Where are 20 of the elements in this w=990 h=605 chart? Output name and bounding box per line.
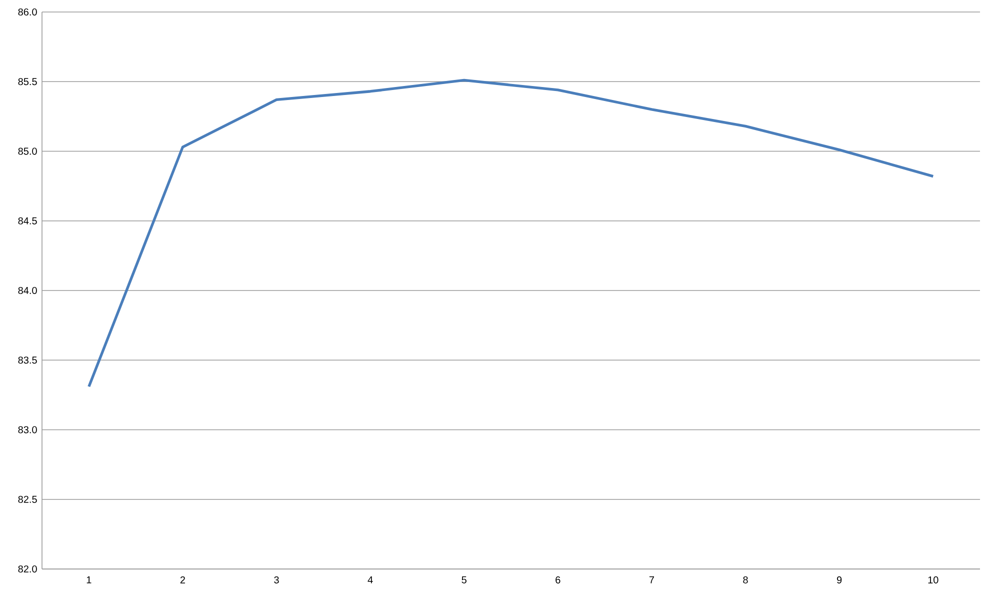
y-tick-label: 82.0 (18, 565, 37, 573)
y-tick-label: 85.0 (18, 148, 37, 155)
y-tick-label: 84.0 (18, 286, 37, 294)
y-tick-label: 83.0 (18, 426, 37, 434)
x-tick-label: 1 (86, 576, 92, 584)
x-tick-label: 2 (180, 576, 185, 584)
x-tick-label: 9 (836, 576, 842, 584)
x-tick-label: 4 (368, 576, 373, 584)
y-tick-label: 82.5 (18, 496, 37, 503)
y-tick-label: 86.0 (18, 8, 37, 16)
x-tick-label: 5 (462, 576, 466, 584)
x-tick-label: 8 (743, 576, 748, 584)
x-tick-label: 6 (556, 576, 560, 584)
y-tick-label: 84.5 (18, 217, 37, 224)
y-tick-label: 83.5 (18, 356, 37, 364)
x-tick-label: 3 (274, 576, 279, 584)
x-tick-label: 7 (649, 576, 654, 584)
line-series (88, 78, 934, 388)
x-tick-label: 10 (928, 576, 938, 584)
y-tick-label: 85.5 (18, 78, 37, 86)
